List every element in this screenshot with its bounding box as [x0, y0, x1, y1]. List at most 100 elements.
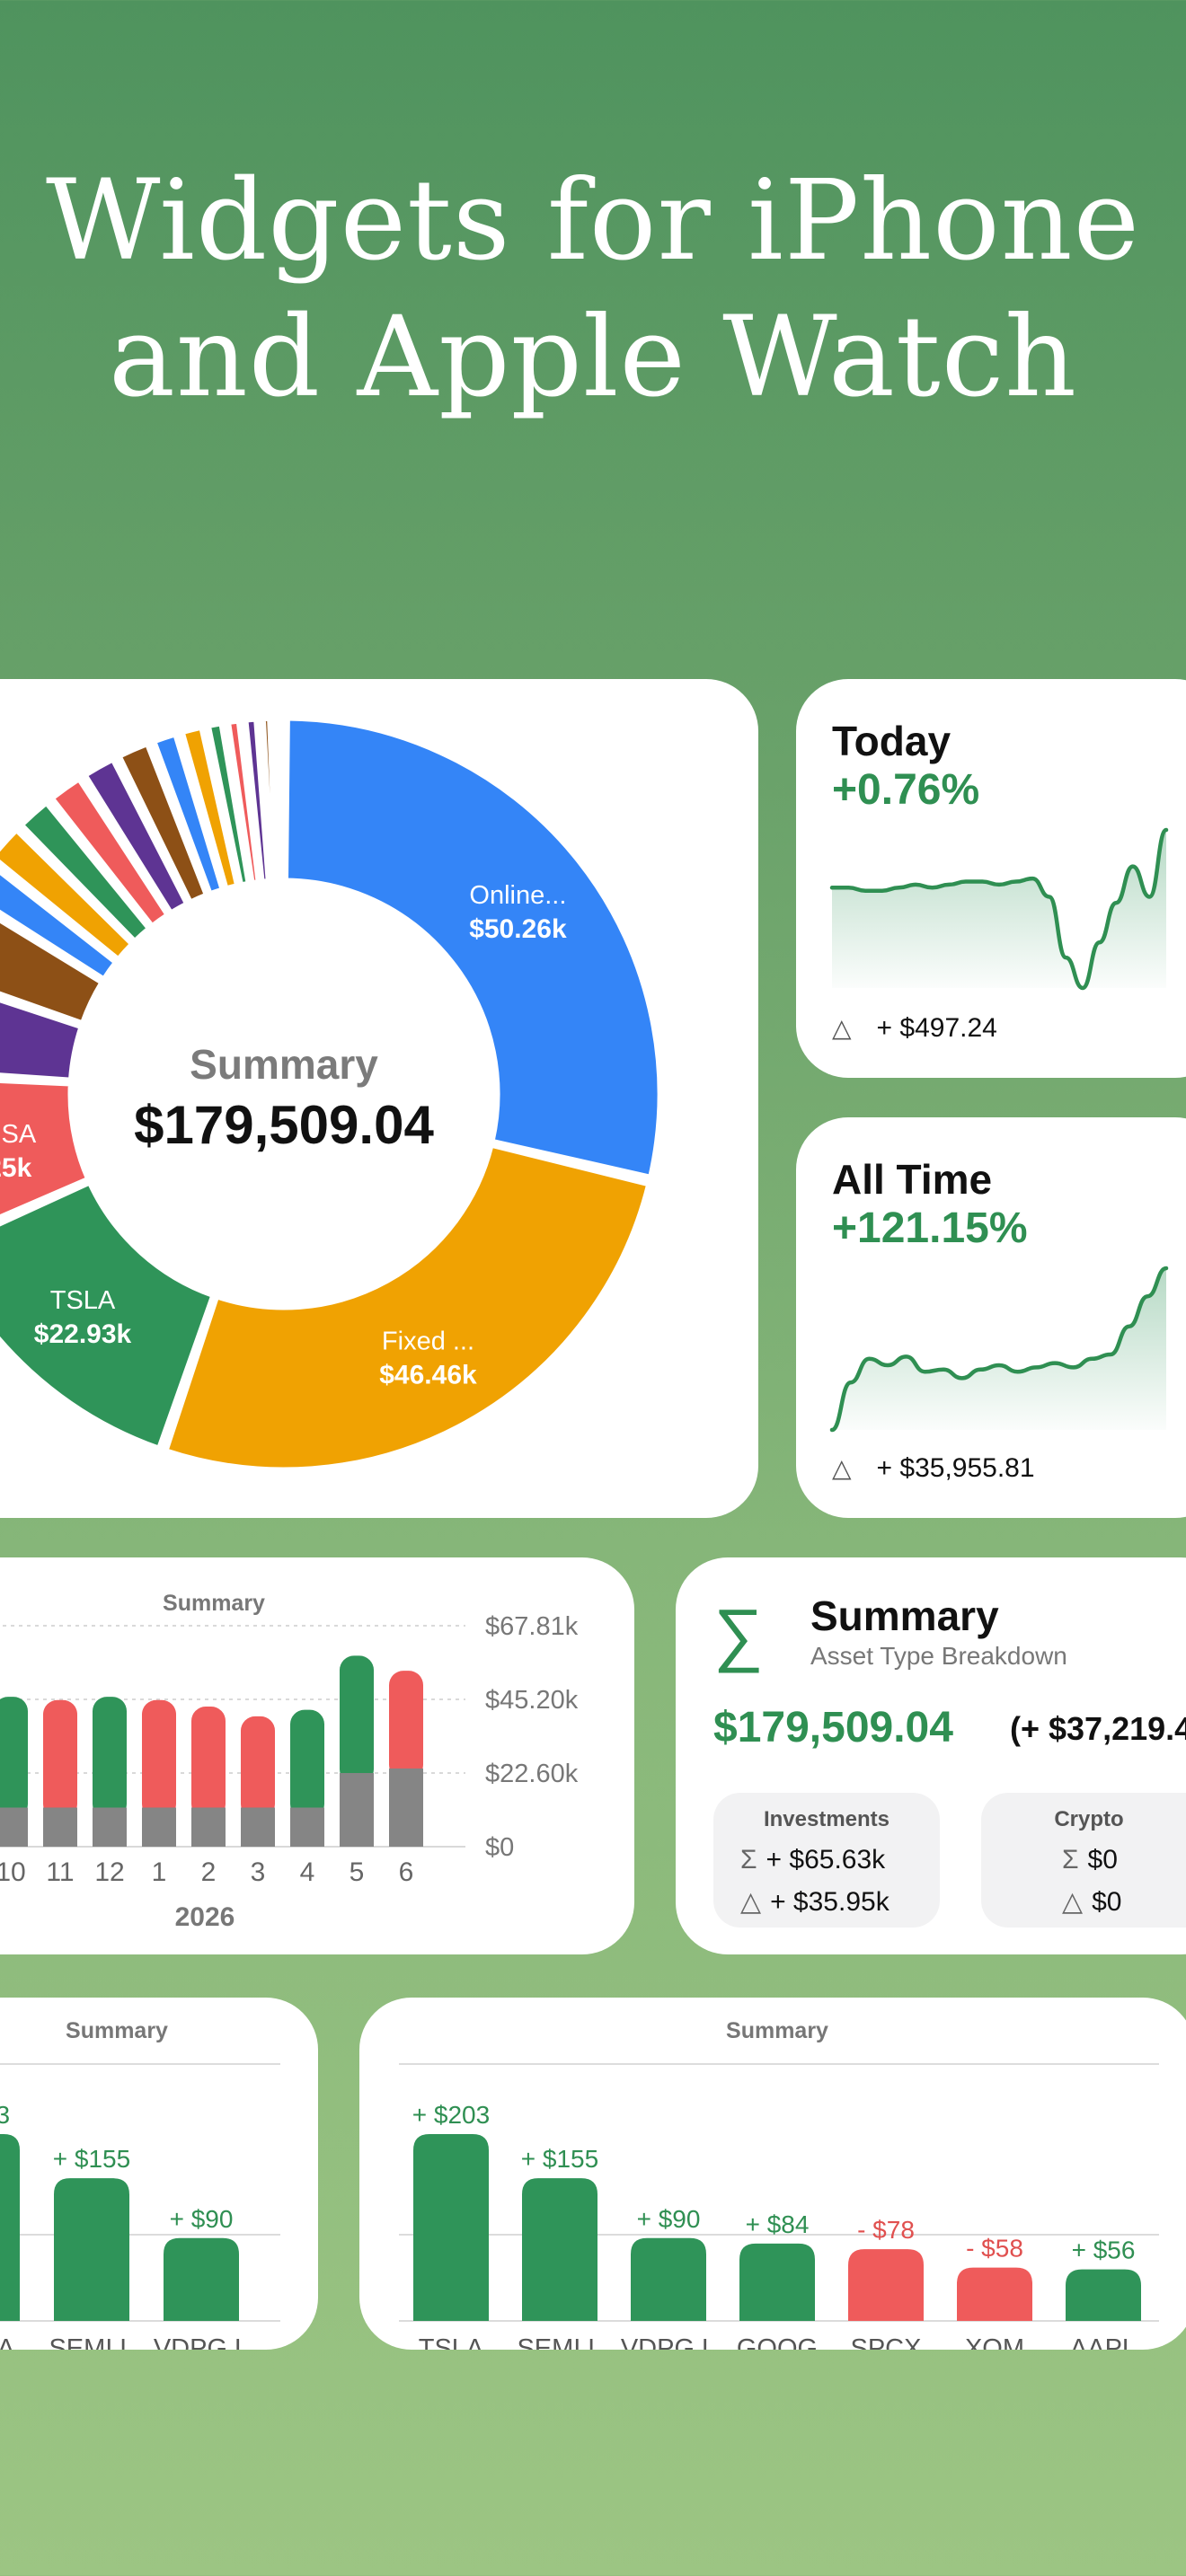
bar-value-label: + $155 — [53, 2145, 130, 2173]
bar-value-label: + $90 — [637, 2205, 701, 2233]
alltime-delta-value: + $35,955.81 — [876, 1453, 1035, 1483]
triangle-icon: △ — [832, 1454, 852, 1482]
x-tick: 11 — [46, 1857, 74, 1887]
bar-change — [389, 1671, 423, 1779]
sparkline-area — [832, 1268, 1166, 1430]
slice-value: $22.93k — [34, 1319, 132, 1349]
today-title: Today — [832, 718, 951, 764]
x-tick: VDPG.L — [621, 2334, 716, 2350]
sigma-icon: Σ — [1062, 1845, 1079, 1875]
bar-change — [142, 1699, 176, 1819]
alltime-delta: △ + $35,955.81 — [832, 1453, 1035, 1484]
bar-base — [241, 1807, 275, 1847]
x-tick: 10 — [0, 1857, 26, 1887]
gain-bar — [54, 2178, 129, 2321]
triangle-icon: △ — [740, 1887, 762, 1917]
slice-label: TSLA — [50, 1286, 116, 1315]
x-tick: 5 — [350, 1857, 365, 1887]
x-axis-label: 2026 — [175, 1902, 235, 1932]
x-tick: 1 — [152, 1857, 167, 1887]
bar-change — [93, 1697, 127, 1819]
alltime-title: All Time — [832, 1156, 993, 1203]
hero-line-2: and Apple Watch — [108, 293, 1078, 422]
x-tick: 4 — [300, 1857, 315, 1887]
bar-change — [290, 1709, 324, 1819]
pill-sum-row: Σ $0 — [1062, 1845, 1118, 1875]
pill-sum: + $65.63k — [766, 1845, 886, 1875]
sigma-icon: Σ — [740, 1845, 757, 1875]
donut-center-title: Summary — [190, 1041, 378, 1088]
gain-bar — [1066, 2269, 1141, 2321]
sigma-icon: ∑ — [713, 1594, 764, 1673]
x-tick: TSLA — [0, 2334, 15, 2350]
today-widget[interactable]: Today +0.76% △ + $497.24 — [796, 679, 1186, 1078]
pill-sum-row: Σ + $65.63k — [740, 1845, 885, 1875]
x-tick: TSLA — [419, 2334, 484, 2350]
y-tick: $22.60k — [485, 1760, 579, 1788]
today-sparkline — [829, 827, 1169, 991]
donut-slice — [206, 721, 251, 887]
breakdown-total: $179,509.04 — [713, 1704, 953, 1751]
bar-value-label: + $84 — [746, 2210, 810, 2238]
donut-slice — [117, 742, 208, 904]
donut-slice — [19, 800, 151, 943]
slice-value: $50.26k — [469, 914, 567, 944]
donut-chart: Online... $50.26k Fixed ... $46.46k TSLA $22.… — [0, 716, 662, 1472]
donut-center-value: $179,509.04 — [134, 1095, 434, 1155]
alltime-widget[interactable]: All Time +121.15% △ + $35,955.81 — [796, 1117, 1186, 1518]
donut-slice — [0, 1180, 216, 1451]
donut-slice — [164, 1142, 651, 1472]
hero-title: Widgets for iPhone and Apple Watch — [0, 153, 1186, 426]
bar-base — [43, 1807, 77, 1847]
bar-base — [93, 1807, 127, 1847]
donut-slice — [180, 725, 240, 891]
alltime-sparkline — [829, 1266, 1169, 1433]
gain-bar — [0, 2134, 20, 2321]
y-tick: $0 — [485, 1833, 514, 1862]
donut-widget[interactable]: Online... $50.26k Fixed ... $46.46k TSLA $22.… — [0, 679, 758, 1518]
bar-value-label: + $203 — [412, 2101, 490, 2129]
bar-base — [142, 1807, 176, 1847]
y-tick: $45.20k — [485, 1686, 579, 1715]
donut-slice — [0, 998, 84, 1082]
x-tick: VDPG.L — [154, 2334, 249, 2350]
x-tick: SPCX — [851, 2334, 922, 2350]
donut-slice — [226, 719, 261, 886]
chart-title: Summary — [163, 1591, 265, 1616]
bar-base — [340, 1773, 374, 1847]
small-gains-chart: Summary $203 TSLA + $155 SEMI.L + $90 VDPG.L — [0, 2018, 280, 2350]
x-tick: 2 — [201, 1857, 217, 1887]
donut-slice — [0, 828, 134, 962]
monthly-widget[interactable]: Summary$67.81k$45.20k$22.60k$09101112123… — [0, 1557, 634, 1954]
monthly-bar-chart: Summary$67.81k$45.20k$22.60k$09101112123… — [0, 1591, 579, 1932]
gain-bar — [848, 2249, 924, 2321]
bar-value-label: - $78 — [857, 2216, 915, 2244]
today-delta-value: + $497.24 — [876, 1013, 997, 1043]
bar-base — [191, 1807, 226, 1847]
bar-change — [43, 1699, 77, 1819]
pill-name: Crypto — [1054, 1807, 1124, 1831]
y-tick: $67.81k — [485, 1612, 579, 1641]
gain-bar — [631, 2237, 706, 2321]
breakdown-widget[interactable]: ∑ Summary Asset Type Breakdown $179,509.… — [676, 1557, 1186, 1954]
bar-value-label: $203 — [0, 2101, 10, 2129]
donut-slice — [261, 716, 279, 883]
gain-bar — [739, 2243, 815, 2321]
slice-label: Online... — [469, 881, 566, 910]
donut-slice — [152, 732, 225, 896]
small-gains-widget[interactable]: Summary $203 TSLA + $155 SEMI.L + $90 VDPG.L — [0, 1998, 318, 2350]
x-tick: SEMI.L — [49, 2334, 134, 2350]
slice-value: $46.46k — [379, 1361, 477, 1390]
triangle-icon: △ — [1062, 1887, 1084, 1917]
pill-delta: $0 — [1092, 1887, 1122, 1917]
bar-change — [340, 1655, 374, 1785]
bar-value-label: + $90 — [170, 2205, 234, 2233]
pill-crypto[interactable]: Crypto Σ $0 △ $0 — [981, 1793, 1186, 1928]
large-gains-widget[interactable]: Summary + $203 TSLA + $155 SEMI.L + $90 VDPG.L… — [359, 1998, 1186, 2350]
x-tick: GOOG — [737, 2334, 818, 2350]
bar-change — [241, 1716, 275, 1819]
today-delta: △ + $497.24 — [832, 1013, 997, 1044]
bar-base — [0, 1807, 28, 1847]
gain-bar — [413, 2134, 489, 2321]
pill-investments[interactable]: Investments Σ + $65.63k △ + $35.95k — [713, 1793, 940, 1928]
